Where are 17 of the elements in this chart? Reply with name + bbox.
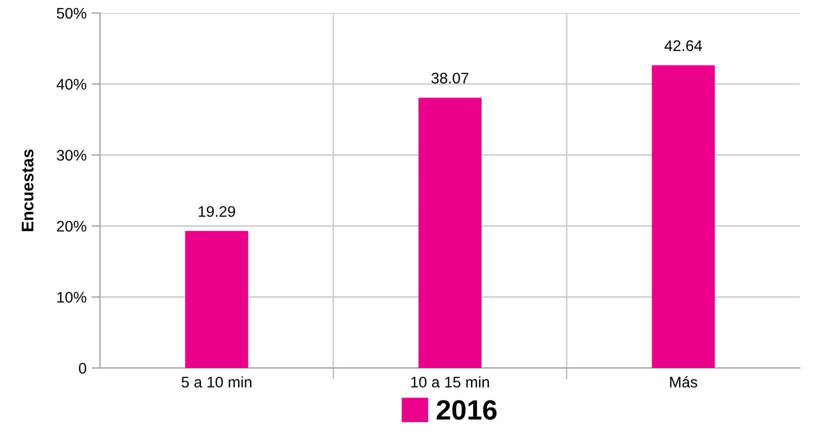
y-axis-title: Encuestas — [22, 149, 34, 232]
bar — [185, 231, 248, 368]
data-label: 19.29 — [198, 206, 236, 217]
bar — [652, 65, 715, 368]
y-tick-label: 10% — [57, 292, 86, 303]
x-tick-label: Más — [670, 376, 698, 388]
legend-label: 2016 — [436, 400, 497, 420]
data-label: 38.07 — [431, 72, 468, 84]
y-tick-label: 20% — [56, 220, 86, 232]
bar — [418, 98, 482, 368]
x-tick-label: 5 a 10 min — [182, 376, 252, 388]
data-label: 42.64 — [664, 40, 702, 52]
x-tick-label: 10 a 15 min — [411, 376, 489, 388]
y-tick-label: 30% — [56, 150, 86, 161]
y-tick-label: 40% — [56, 78, 86, 90]
y-tick-label: 0 — [78, 362, 86, 374]
y-tick-label: 50% — [56, 8, 86, 19]
